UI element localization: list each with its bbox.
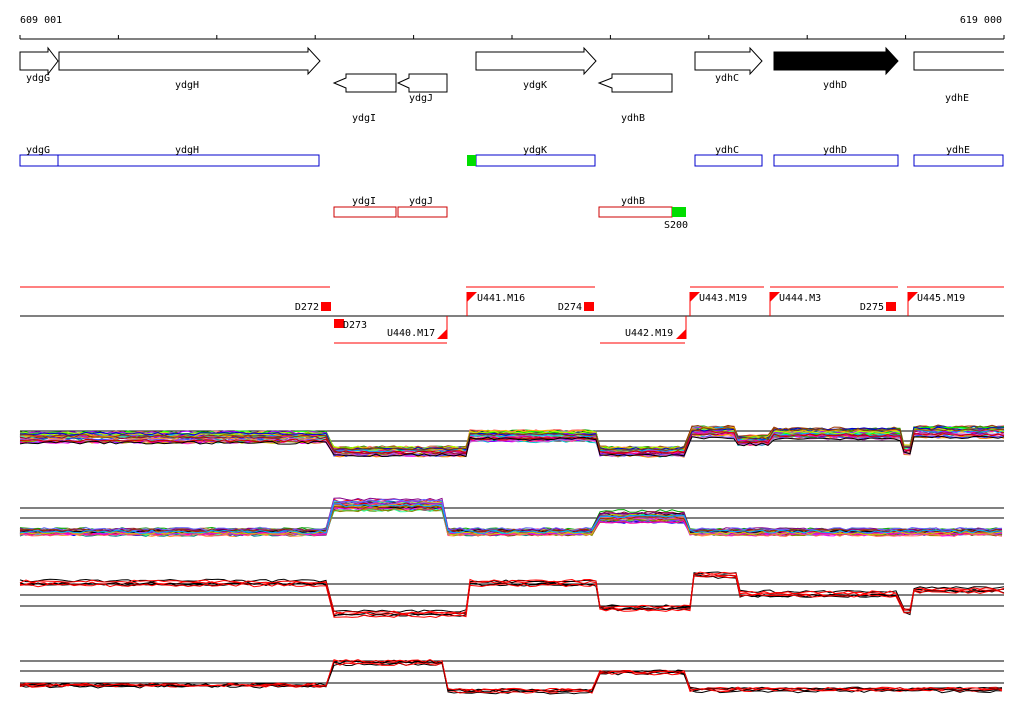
gene-label: ydgH [175, 80, 199, 91]
gene-label: ydhD [823, 80, 847, 91]
segment-track: D272 D273 U440.M17 U441.M16 D274 U442.M [20, 286, 1004, 344]
feature-box-ydgG[interactable]: ydgG [19, 145, 59, 167]
feature-box-ydgK[interactable]: ydgK [475, 145, 596, 167]
scale-axis [19, 35, 1005, 40]
expression-track-black-red-1 [19, 571, 1005, 619]
segment-d273[interactable]: D273 [334, 319, 367, 331]
segment-d274[interactable]: D274 [558, 302, 594, 313]
feature-label: ydgI [352, 196, 376, 207]
feature-box-ydhD[interactable]: ydhD [773, 145, 899, 167]
segment-label: D275 [860, 302, 884, 313]
gene-label: ydgG [26, 73, 50, 84]
feature-label: ydgJ [409, 196, 433, 207]
gene-arrow-ydgH[interactable]: ydgH [58, 46, 321, 91]
expression-series-line [19, 503, 1003, 534]
feature-label: ydgH [175, 145, 199, 156]
feature-box-ydhE[interactable]: ydhE [913, 145, 1004, 167]
gene-arrow-ydhC[interactable]: ydhC [694, 46, 763, 84]
expression-series-line [19, 502, 1003, 532]
scale-start-label: 609 001 [20, 15, 62, 26]
expression-series-line [19, 426, 1005, 451]
feature-box-ydgI[interactable]: ydgI [333, 196, 397, 218]
plus-strand-feature-track: ydgG ydgH ydgK ydhC ydhD ydhE [19, 145, 1004, 167]
expression-series-line [19, 505, 1003, 533]
feature-box-ydhB[interactable]: ydhB [598, 196, 673, 218]
green-marker-plus[interactable] [467, 155, 476, 166]
green-marker-minus[interactable] [672, 207, 686, 217]
expression-track-multicolor-1 [19, 424, 1005, 458]
expression-series-line [19, 659, 1003, 693]
segment-d275[interactable]: D275 [860, 302, 896, 313]
gene-arrow-ydgK[interactable]: ydgK [475, 46, 597, 91]
feature-label: ydhC [715, 145, 739, 156]
gene-arrow-track: ydgG ydgH ydgI ydgJ ydgK ydhB yd [19, 46, 1004, 124]
feature-label: ydhB [621, 196, 645, 207]
coordinate-scale: 609 001 619 000 [19, 15, 1005, 40]
gene-arrow-ydhB[interactable]: ydhB [597, 73, 673, 124]
feature-label: ydhD [823, 145, 847, 156]
expression-series-line [20, 659, 1003, 692]
expression-series-line [19, 498, 1003, 532]
segment-label: D273 [343, 320, 367, 331]
expression-series-line [19, 435, 1005, 458]
segment-label: D274 [558, 302, 582, 313]
segment-u443-m19[interactable]: U443.M19 [689, 292, 747, 316]
feature-label: ydgG [26, 145, 50, 156]
segment-label: U442.M19 [625, 328, 673, 339]
expression-series-line [19, 575, 1005, 619]
segment-label: U444.M3 [779, 293, 821, 304]
gene-arrow-ydgI[interactable]: ydgI [332, 73, 397, 124]
gene-label: ydhE [945, 93, 969, 104]
feature-label: ydhE [946, 145, 970, 156]
minus-strand-feature-track: ydgI ydgJ ydhB S200 [333, 196, 688, 231]
gene-label: ydgK [523, 80, 547, 91]
segment-u445-m19[interactable]: U445.M19 [907, 292, 965, 316]
expression-series-line [19, 504, 1003, 536]
gene-arrow-ydhD[interactable]: ydhD [773, 46, 899, 91]
segment-label: D272 [295, 302, 319, 313]
expression-series-line [19, 575, 1005, 617]
feature-box-ydgJ[interactable]: ydgJ [397, 196, 448, 218]
segment-label: U440.M17 [387, 328, 435, 339]
expression-series-line [19, 501, 1003, 533]
segment-u441-m16[interactable]: U441.M16 [466, 292, 525, 316]
gene-label: ydgI [352, 113, 376, 124]
expression-series-line [19, 427, 1005, 451]
segment-label: U445.M19 [917, 293, 965, 304]
gene-arrow-ydgG[interactable]: ydgG [19, 46, 59, 84]
segment-d272[interactable]: D272 [295, 302, 331, 313]
expression-series-line [19, 497, 1003, 532]
segment-label: U443.M19 [699, 293, 747, 304]
scale-end-label: 619 000 [960, 15, 1002, 26]
feature-box-ydhC[interactable]: ydhC [694, 145, 763, 167]
feature-box-ydgH[interactable]: ydgH [57, 145, 320, 167]
expression-track-black-red-2 [19, 659, 1004, 695]
expression-series-line [20, 659, 1003, 692]
segment-u440-m17[interactable]: U440.M17 [387, 316, 448, 339]
segment-label: U441.M16 [477, 293, 525, 304]
segment-u444-m3[interactable]: U444.M3 [769, 292, 821, 316]
expression-series-line [19, 571, 1005, 613]
expression-track-multicolor-2 [19, 497, 1004, 538]
gene-label: ydhB [621, 113, 645, 124]
expression-series-line [19, 571, 1005, 615]
segment-u442-m19[interactable]: U442.M19 [625, 316, 687, 339]
gene-label: ydgJ [409, 93, 433, 104]
gene-arrow-ydhE[interactable]: ydhE [913, 51, 1004, 104]
gene-arrow-ydgJ[interactable]: ydgJ [396, 73, 448, 104]
gene-label: ydhC [715, 73, 739, 84]
feature-label: ydgK [523, 145, 547, 156]
marker-label-s200: S200 [664, 220, 688, 231]
